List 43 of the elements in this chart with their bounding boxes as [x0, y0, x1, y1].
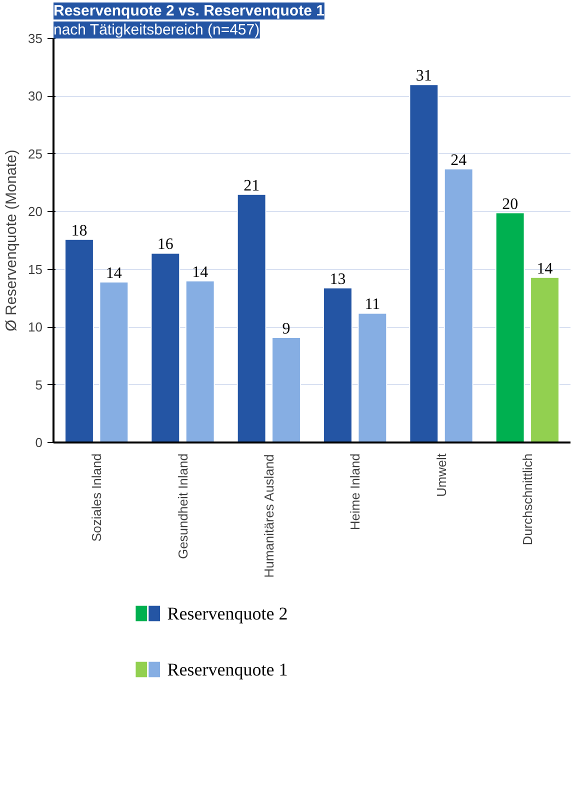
bar	[358, 312, 388, 442]
y-tick-label: 20	[28, 204, 43, 220]
data-label: 18	[71, 222, 88, 240]
x-tick-label: Humanitäres Ausland	[261, 454, 276, 578]
x-tick-label: Heime Inland	[348, 453, 363, 530]
data-label: 24	[450, 152, 467, 169]
data-label: 21	[244, 177, 260, 194]
y-tick-label: 15	[28, 262, 43, 277]
y-tick-label: 0	[35, 435, 43, 450]
data-label: 13	[330, 270, 346, 288]
y-tick-label: 25	[28, 146, 43, 162]
y-axis-title: Ø Reservenquote (Monate)	[3, 150, 20, 332]
y-tick-label: 30	[28, 88, 43, 104]
chart-title: Reservenquote 2 vs. Reservenquote 1	[54, 2, 324, 20]
legend-label: Reservenquote 2	[167, 604, 288, 624]
data-label: 14	[106, 265, 122, 282]
data-label: 14	[192, 264, 208, 281]
x-tick-label: Gesundheit Inland	[175, 453, 190, 560]
data-label: 9	[282, 320, 290, 338]
bar	[64, 238, 94, 442]
x-tick-label: Durchschnittlich	[520, 453, 535, 546]
x-tick-label: Soziales Inland	[89, 453, 104, 542]
bar	[323, 287, 352, 442]
x-tick-label: Umwelt	[434, 453, 449, 497]
bar	[236, 194, 266, 442]
y-tick-label: 5	[35, 377, 43, 392]
bar	[495, 212, 525, 442]
bar	[150, 252, 180, 442]
bar	[185, 280, 215, 442]
bar	[409, 84, 439, 442]
bar	[530, 276, 560, 442]
bar	[99, 282, 129, 442]
data-label: 16	[157, 236, 174, 254]
data-label: 11	[364, 296, 380, 314]
data-label: 20	[502, 196, 518, 213]
data-label: 31	[416, 68, 432, 85]
y-tick-label: 35	[28, 31, 43, 46]
bar	[444, 168, 474, 442]
chart-subtitle: nach Tätigkeitsbereich (n=457)	[54, 22, 260, 38]
y-tick-label: 10	[28, 320, 43, 335]
bar	[272, 336, 301, 442]
data-label: 14	[536, 260, 553, 278]
legend-label: Reservenquote 1	[167, 660, 288, 680]
